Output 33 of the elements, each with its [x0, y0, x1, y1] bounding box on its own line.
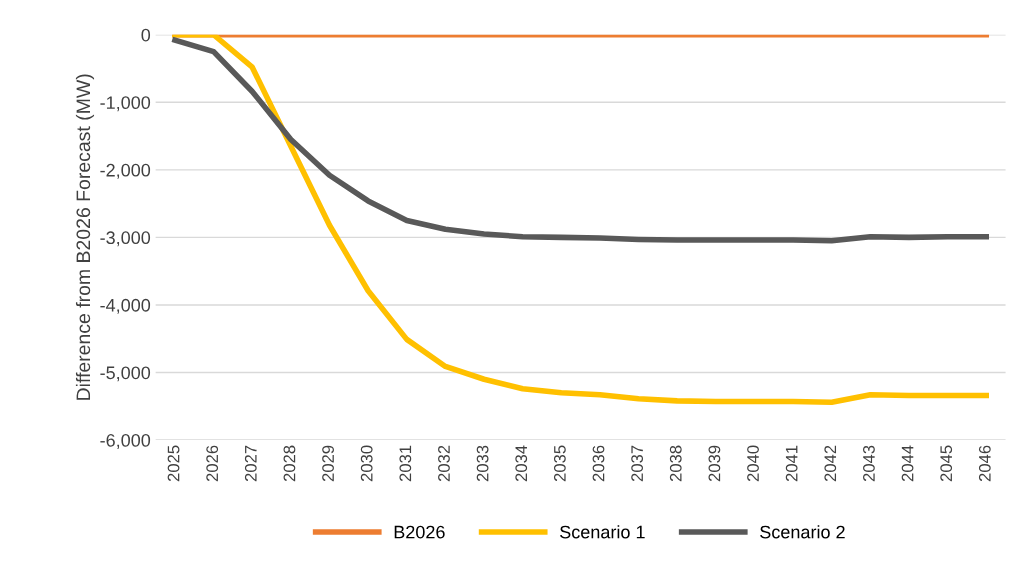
legend-label: Scenario 2: [760, 525, 845, 539]
x-tick-label: 2042: [824, 445, 837, 482]
x-tick-label: 2040: [747, 445, 759, 482]
x-tick-label: 2035: [553, 445, 566, 482]
x-tick-label: 2037: [631, 445, 644, 482]
x-tick-label: 2030: [360, 445, 373, 482]
legend-label: B2026: [394, 525, 445, 539]
y-tick-label: -5,000: [100, 366, 151, 382]
x-tick-label: 2032: [438, 445, 450, 482]
x-tick-label: 2031: [399, 445, 412, 482]
x-tick-label: 2036: [592, 445, 605, 482]
x-tick-label: 2028: [283, 445, 296, 482]
x-tick-label: 2026: [206, 445, 219, 482]
y-tick-label: 0: [141, 28, 151, 42]
x-tick-label: 2044: [901, 445, 914, 482]
y-tick-label: -1,000: [100, 96, 151, 112]
x-tick-label: 2043: [863, 445, 875, 482]
x-tick-label: 2025: [167, 445, 180, 482]
x-tick-label: 2027: [244, 445, 257, 482]
x-tick-label: 2033: [476, 445, 489, 482]
y-tick-label: -3,000: [100, 231, 151, 247]
x-tick-label: 2041: [785, 445, 798, 482]
x-tick-label: 2029: [322, 445, 334, 482]
y-tick-label: -6,000: [100, 433, 151, 449]
x-tick-label: 2045: [940, 445, 953, 482]
y-axis-title: Difference from B2026 Forecast (MW): [75, 74, 95, 400]
x-tick-label: 2034: [515, 445, 528, 482]
x-tick-label: 2046: [978, 445, 991, 482]
x-tick-label: 2039: [708, 445, 721, 482]
x-tick-label: 2038: [669, 445, 682, 482]
y-tick-label: -4,000: [100, 298, 151, 314]
y-tick-label: -2,000: [100, 163, 151, 179]
legend-label: Scenario 1: [560, 525, 645, 539]
